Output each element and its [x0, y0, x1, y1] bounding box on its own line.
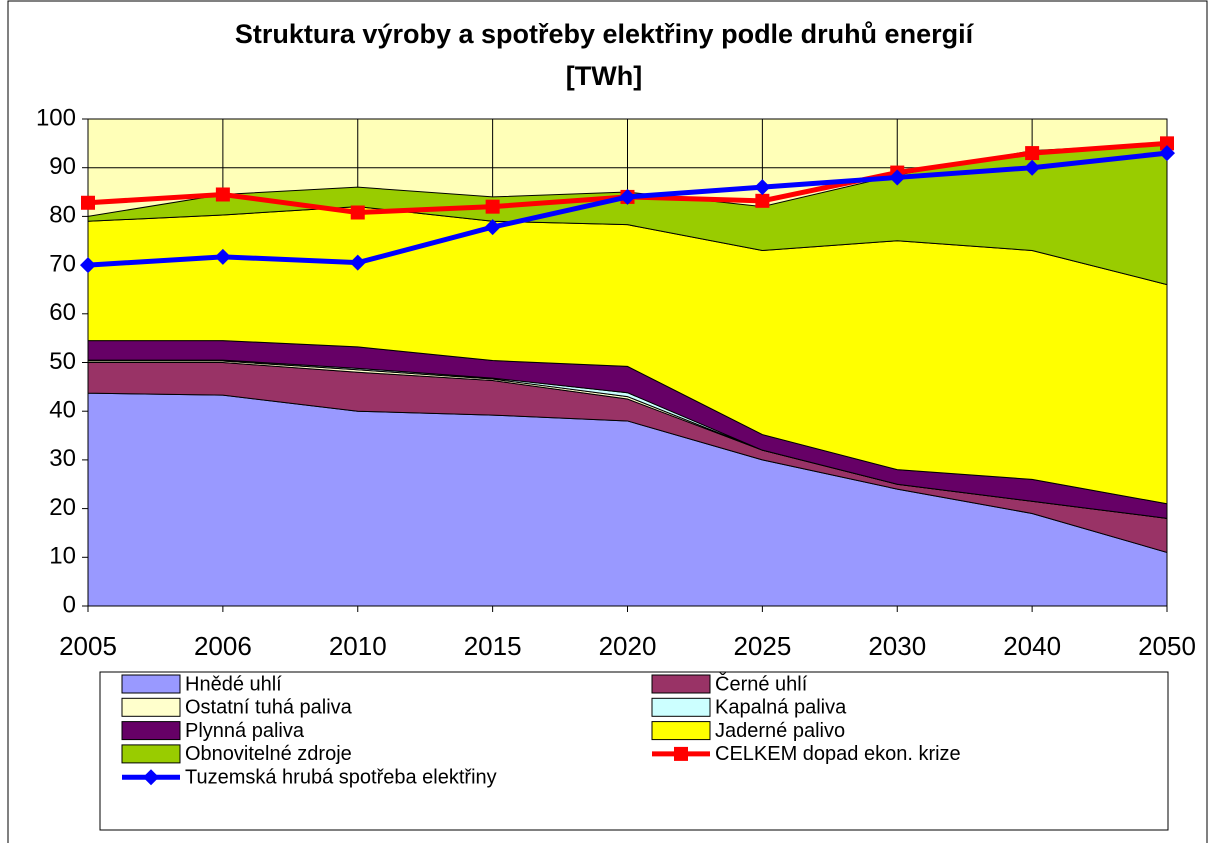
marker — [485, 199, 500, 214]
legend-swatch — [121, 744, 181, 764]
marker — [889, 169, 906, 186]
legend-label: Tuzemská hrubá spotřeba elektřiny — [185, 766, 497, 788]
x-tick-label: 2006 — [194, 631, 252, 661]
x-tick-label: 2015 — [464, 631, 522, 661]
y-tick-label: 30 — [49, 445, 76, 472]
x-tick-label: 2025 — [733, 631, 791, 661]
x-tick-label: 2040 — [1003, 631, 1061, 661]
y-tick-label: 60 — [49, 299, 76, 326]
marker — [674, 746, 688, 761]
marker — [81, 195, 95, 210]
x-tick-label: 2010 — [329, 631, 387, 661]
marker — [754, 179, 771, 196]
chart-title: [TWh] — [566, 61, 642, 91]
legend-label: Plynná paliva — [185, 720, 305, 742]
marker — [349, 254, 366, 271]
legend-swatch — [121, 697, 181, 717]
legend-swatch — [651, 674, 711, 694]
legend — [99, 671, 1169, 831]
x-tick-label: 2050 — [1138, 631, 1196, 661]
legend-swatch — [121, 721, 181, 741]
y-tick-label: 100 — [36, 104, 76, 131]
y-tick-label: 40 — [49, 397, 76, 424]
legend-label: CELKEM dopad ekon. krize — [715, 743, 961, 765]
marker — [619, 188, 636, 205]
marker — [143, 769, 159, 786]
x-tick-label: 2005 — [59, 631, 117, 661]
legend-swatch — [121, 674, 181, 694]
legend-label: Hnědé uhlí — [185, 673, 282, 695]
chart-title: Struktura výroby a spotřeby elektřiny po… — [235, 19, 975, 49]
legend-swatch — [651, 697, 711, 717]
plot-border — [87, 118, 1168, 607]
legend-label: Ostatní tuhá paliva — [185, 697, 353, 719]
y-tick-label: 70 — [49, 250, 76, 277]
marker — [215, 187, 230, 202]
y-tick-label: 80 — [49, 202, 76, 229]
marker — [755, 193, 770, 208]
legend-swatch — [651, 721, 711, 741]
marker — [350, 205, 365, 220]
marker — [1159, 145, 1175, 162]
marker — [1024, 159, 1041, 176]
legend-label: Černé uhlí — [715, 672, 808, 695]
y-tick-label: 20 — [49, 494, 76, 521]
marker — [214, 248, 231, 265]
x-tick-label: 2020 — [599, 631, 657, 661]
y-tick-label: 10 — [49, 543, 76, 570]
marker — [1160, 136, 1174, 151]
y-tick-label: 0 — [63, 591, 76, 618]
y-tick-label: 50 — [49, 348, 76, 375]
marker — [484, 219, 501, 236]
legend-label: Kapalná paliva — [715, 697, 847, 719]
legend-label: Jaderné palivo — [715, 720, 845, 742]
marker — [1025, 146, 1040, 161]
x-tick-label: 2030 — [868, 631, 926, 661]
legend-label: Obnovitelné zdroje — [185, 743, 352, 765]
y-tick-label: 90 — [49, 153, 76, 180]
marker — [80, 257, 96, 274]
